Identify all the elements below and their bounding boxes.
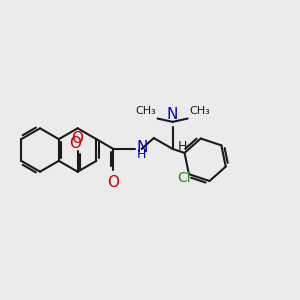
Text: O: O [69,136,81,151]
Text: CH₃: CH₃ [135,106,156,116]
Text: O: O [72,131,84,146]
Text: N: N [167,107,178,122]
Text: N: N [136,140,148,155]
Text: CH₃: CH₃ [189,106,210,116]
Text: O: O [107,175,119,190]
Text: Cl: Cl [177,172,191,185]
Text: H: H [178,140,187,153]
Text: H: H [136,148,146,161]
